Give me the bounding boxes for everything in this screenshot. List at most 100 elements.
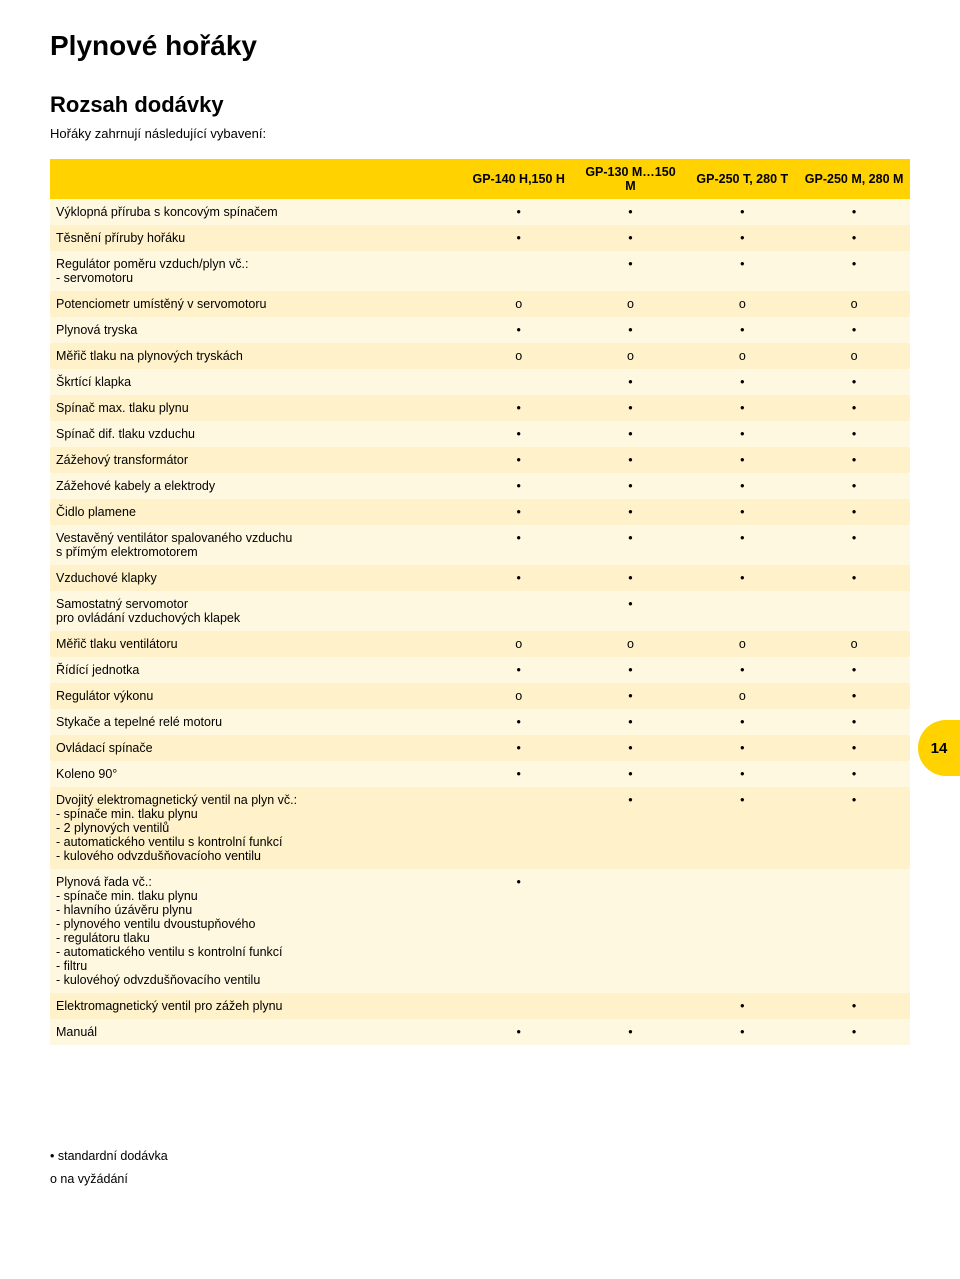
row-mark: • <box>575 709 687 735</box>
col-2: GP-130 M…150 M <box>575 159 687 199</box>
row-label: Vestavěný ventilátor spalovaného vzduchu… <box>50 525 463 565</box>
row-label: Čidlo plamene <box>50 499 463 525</box>
spec-table: GP-140 H,150 H GP-130 M…150 M GP-250 T, … <box>50 159 910 1045</box>
row-mark: • <box>575 499 687 525</box>
row-mark: • <box>463 657 575 683</box>
row-label: Samostatný servomotorpro ovládání vzduch… <box>50 591 463 631</box>
row-mark: • <box>686 657 798 683</box>
row-mark: o <box>798 291 910 317</box>
row-mark: • <box>575 657 687 683</box>
row-mark <box>686 591 798 631</box>
row-mark: • <box>575 199 687 225</box>
table-row: Výklopná příruba s koncovým spínačem•••• <box>50 199 910 225</box>
row-mark <box>798 869 910 993</box>
row-mark <box>798 591 910 631</box>
row-label: Regulátor výkonu <box>50 683 463 709</box>
row-mark: • <box>463 225 575 251</box>
row-mark: • <box>798 657 910 683</box>
row-label: Spínač dif. tlaku vzduchu <box>50 421 463 447</box>
row-label: Regulátor poměru vzduch/plyn vč.:- servo… <box>50 251 463 291</box>
row-mark: • <box>575 565 687 591</box>
row-mark: • <box>798 421 910 447</box>
row-mark: • <box>798 1019 910 1045</box>
row-mark: • <box>686 421 798 447</box>
table-row: Samostatný servomotorpro ovládání vzduch… <box>50 591 910 631</box>
row-mark: • <box>798 709 910 735</box>
row-label: Manuál <box>50 1019 463 1045</box>
legend-optional: o na vyžádání <box>50 1168 910 1191</box>
row-mark: • <box>798 447 910 473</box>
col-label <box>50 159 463 199</box>
table-row: Škrtící klapka••• <box>50 369 910 395</box>
row-mark: • <box>686 993 798 1019</box>
row-label: Zážehové kabely a elektrody <box>50 473 463 499</box>
row-mark: • <box>575 787 687 869</box>
row-mark <box>463 993 575 1019</box>
row-mark: • <box>686 251 798 291</box>
row-mark: • <box>575 225 687 251</box>
row-mark: • <box>686 525 798 565</box>
table-row: Ovládací spínače•••• <box>50 735 910 761</box>
row-mark: • <box>798 251 910 291</box>
table-row: Měřič tlaku na plynových tryskáchoooo <box>50 343 910 369</box>
row-label: Ovládací spínače <box>50 735 463 761</box>
col-3: GP-250 T, 280 T <box>686 159 798 199</box>
table-row: Regulátor výkonuo•o• <box>50 683 910 709</box>
row-label: Měřič tlaku na plynových tryskách <box>50 343 463 369</box>
row-label: Vzduchové klapky <box>50 565 463 591</box>
row-mark: • <box>463 525 575 565</box>
row-mark <box>463 251 575 291</box>
row-label: Elektromagnetický ventil pro zážeh plynu <box>50 993 463 1019</box>
page-title: Plynové hořáky <box>50 30 910 62</box>
row-mark: • <box>575 1019 687 1045</box>
row-mark: • <box>686 199 798 225</box>
row-mark: • <box>798 565 910 591</box>
row-mark: • <box>686 473 798 499</box>
row-mark: • <box>686 565 798 591</box>
row-label: Dvojitý elektromagnetický ventil na plyn… <box>50 787 463 869</box>
row-mark: • <box>575 525 687 565</box>
table-row: Koleno 90°•••• <box>50 761 910 787</box>
row-mark: • <box>798 317 910 343</box>
row-mark: • <box>463 761 575 787</box>
row-mark: • <box>798 735 910 761</box>
row-mark: • <box>798 499 910 525</box>
row-mark: • <box>463 709 575 735</box>
row-mark: • <box>798 225 910 251</box>
table-row: Čidlo plamene•••• <box>50 499 910 525</box>
row-mark: • <box>463 473 575 499</box>
row-mark: • <box>686 735 798 761</box>
section-title: Rozsah dodávky <box>50 92 910 118</box>
table-row: Plynová tryska•••• <box>50 317 910 343</box>
row-mark: o <box>575 631 687 657</box>
page-number-badge: 14 <box>918 720 960 776</box>
table-header-row: GP-140 H,150 H GP-130 M…150 M GP-250 T, … <box>50 159 910 199</box>
row-mark: • <box>798 369 910 395</box>
row-mark: • <box>686 369 798 395</box>
row-mark: • <box>686 1019 798 1045</box>
row-mark: • <box>798 787 910 869</box>
table-row: Plynová řada vč.:- spínače min. tlaku pl… <box>50 869 910 993</box>
row-mark: • <box>575 473 687 499</box>
row-label: Řídící jednotka <box>50 657 463 683</box>
row-mark: • <box>798 395 910 421</box>
table-row: Spínač max. tlaku plynu•••• <box>50 395 910 421</box>
row-mark: • <box>686 787 798 869</box>
table-row: Manuál•••• <box>50 1019 910 1045</box>
row-mark: • <box>575 369 687 395</box>
row-label: Měřič tlaku ventilátoru <box>50 631 463 657</box>
table-row: Dvojitý elektromagnetický ventil na plyn… <box>50 787 910 869</box>
legend-standard: • standardní dodávka <box>50 1145 910 1168</box>
row-mark: o <box>686 343 798 369</box>
row-mark: o <box>686 683 798 709</box>
row-mark: • <box>798 525 910 565</box>
row-mark <box>463 369 575 395</box>
row-mark: • <box>686 499 798 525</box>
table-row: Spínač dif. tlaku vzduchu•••• <box>50 421 910 447</box>
row-label: Koleno 90° <box>50 761 463 787</box>
row-label: Těsnění příruby hořáku <box>50 225 463 251</box>
row-mark: • <box>575 447 687 473</box>
row-mark: • <box>575 251 687 291</box>
row-mark: • <box>686 317 798 343</box>
row-mark: • <box>798 199 910 225</box>
